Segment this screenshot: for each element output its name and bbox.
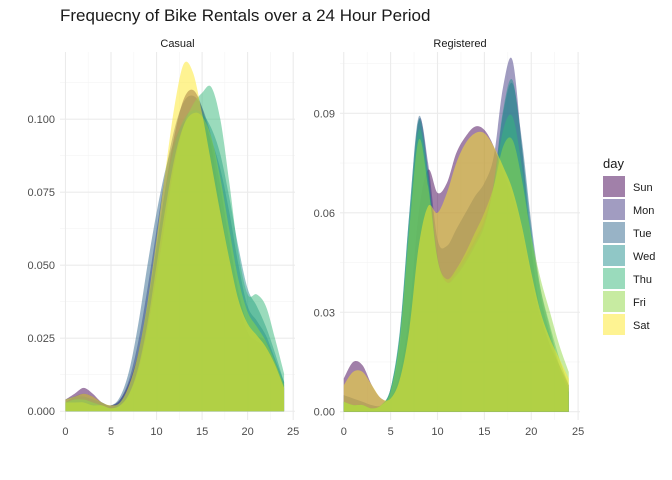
legend-key-sat bbox=[603, 314, 625, 335]
panel-casual: Casual 0 5 10 15 20 25 0.000 0.025 0.050 0.075 0.10… bbox=[27, 38, 299, 438]
x-tick-label: 0 bbox=[341, 426, 347, 438]
x-tick-label: 10 bbox=[431, 426, 443, 438]
x-tick-label: 15 bbox=[196, 426, 208, 438]
legend-title: day bbox=[603, 156, 624, 171]
legend-label-wed: Wed bbox=[633, 251, 655, 263]
x-tick-label: 25 bbox=[287, 426, 299, 438]
y-tick-label: 0.100 bbox=[27, 114, 55, 126]
y-tick-label: 0.000 bbox=[27, 406, 55, 418]
legend: day Sun Mon Tue Wed Thu Fri Sat bbox=[603, 156, 655, 335]
x-tick-label: 15 bbox=[478, 426, 490, 438]
y-tick-label: 0.025 bbox=[27, 333, 55, 345]
legend-label-tue: Tue bbox=[633, 228, 652, 240]
legend-label-fri: Fri bbox=[633, 297, 646, 309]
facet-strip-label: Registered bbox=[433, 38, 486, 50]
legend-key-thu bbox=[603, 268, 625, 289]
x-tick-label: 5 bbox=[108, 426, 114, 438]
x-tick-label: 10 bbox=[150, 426, 162, 438]
facet-strip-label: Casual bbox=[160, 38, 194, 50]
y-tick-label: 0.06 bbox=[314, 208, 335, 220]
legend-key-fri bbox=[603, 291, 625, 312]
legend-label-sat: Sat bbox=[633, 320, 650, 332]
legend-label-thu: Thu bbox=[633, 274, 652, 286]
x-tick-label: 5 bbox=[388, 426, 394, 438]
legend-key-wed bbox=[603, 245, 625, 266]
x-tick-label: 20 bbox=[242, 426, 254, 438]
x-tick-label: 25 bbox=[572, 426, 584, 438]
panel-registered: Registered 0 5 10 15 20 25 0.00 0.03 0.06 0.09 bbox=[314, 38, 585, 438]
y-tick-label: 0.03 bbox=[314, 307, 335, 319]
legend-key-mon bbox=[603, 199, 625, 220]
legend-label-sun: Sun bbox=[633, 182, 653, 194]
y-tick-label: 0.09 bbox=[314, 108, 335, 120]
legend-label-mon: Mon bbox=[633, 205, 654, 217]
y-tick-label: 0.075 bbox=[27, 187, 55, 199]
density-area-sat bbox=[65, 61, 285, 412]
x-tick-label: 20 bbox=[525, 426, 537, 438]
y-tick-label: 0.00 bbox=[314, 407, 335, 419]
legend-key-sun bbox=[603, 176, 625, 197]
chart-title: Frequecny of Bike Rentals over a 24 Hour… bbox=[60, 6, 430, 25]
x-tick-label: 0 bbox=[62, 426, 68, 438]
y-tick-label: 0.050 bbox=[27, 260, 55, 272]
legend-key-tue bbox=[603, 222, 625, 243]
density-area-sat bbox=[343, 131, 569, 412]
